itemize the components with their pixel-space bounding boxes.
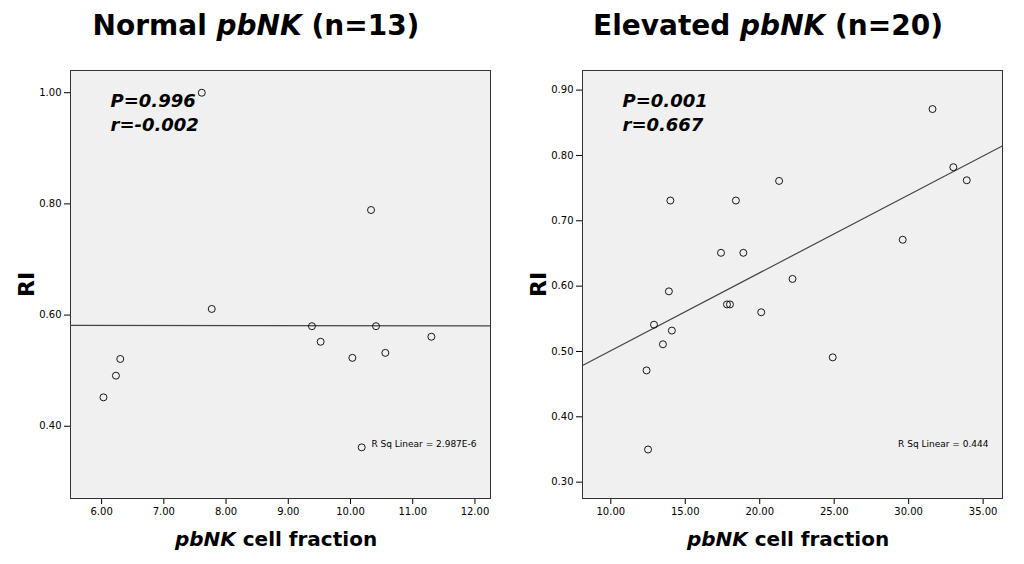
html-text:Elevated pbNK (n=20): Elevated pbNK (n=20) [593, 9, 943, 42]
html-text:pbNK cell fraction: pbNK cell fraction [174, 527, 378, 551]
svg-text:35.00: 35.00 [969, 506, 998, 517]
svg-text:9.00: 9.00 [277, 506, 299, 517]
svg-text:0.60: 0.60 [551, 280, 573, 291]
svg-text:0.70: 0.70 [551, 215, 573, 226]
svg-text:6.00: 6.00 [90, 506, 112, 517]
html-text:pbNK cell fraction: pbNK cell fraction [686, 527, 890, 551]
html-text:Normal pbNK (n=13): Normal pbNK (n=13) [92, 9, 420, 42]
svg-text:0.50: 0.50 [551, 346, 573, 357]
svg-text:30.00: 30.00 [894, 506, 923, 517]
svg-text:15.00: 15.00 [671, 506, 700, 517]
svg-text:RI: RI [526, 272, 551, 297]
svg-text:0.80: 0.80 [551, 150, 573, 161]
svg-text:P=0.996r=-0.002: P=0.996r=-0.002 [111, 90, 199, 134]
svg-text:0.40: 0.40 [39, 420, 61, 431]
svg-text:0.90: 0.90 [551, 84, 573, 95]
svg-text:0.80: 0.80 [39, 198, 61, 209]
svg-text:20.00: 20.00 [745, 506, 774, 517]
svg-text:P=0.001r=0.667: P=0.001r=0.667 [623, 90, 708, 134]
svg-text:11.00: 11.00 [398, 506, 427, 517]
svg-text:10.00: 10.00 [596, 506, 625, 517]
svg-text:0.60: 0.60 [39, 309, 61, 320]
svg-text:RI: RI [14, 272, 39, 297]
svg-text:0.30: 0.30 [551, 476, 573, 487]
svg-text:R Sq Linear = 2.987E-6: R Sq Linear = 2.987E-6 [371, 439, 476, 449]
svg-text:12.00: 12.00 [461, 506, 490, 517]
svg-text:R Sq Linear = 0.444: R Sq Linear = 0.444 [898, 439, 989, 449]
svg-text:0.40: 0.40 [551, 411, 573, 422]
svg-text:7.00: 7.00 [153, 506, 175, 517]
svg-text:1.00: 1.00 [39, 87, 61, 98]
svg-text:8.00: 8.00 [215, 506, 237, 517]
svg-text:25.00: 25.00 [820, 506, 849, 517]
svg-text:10.00: 10.00 [336, 506, 365, 517]
